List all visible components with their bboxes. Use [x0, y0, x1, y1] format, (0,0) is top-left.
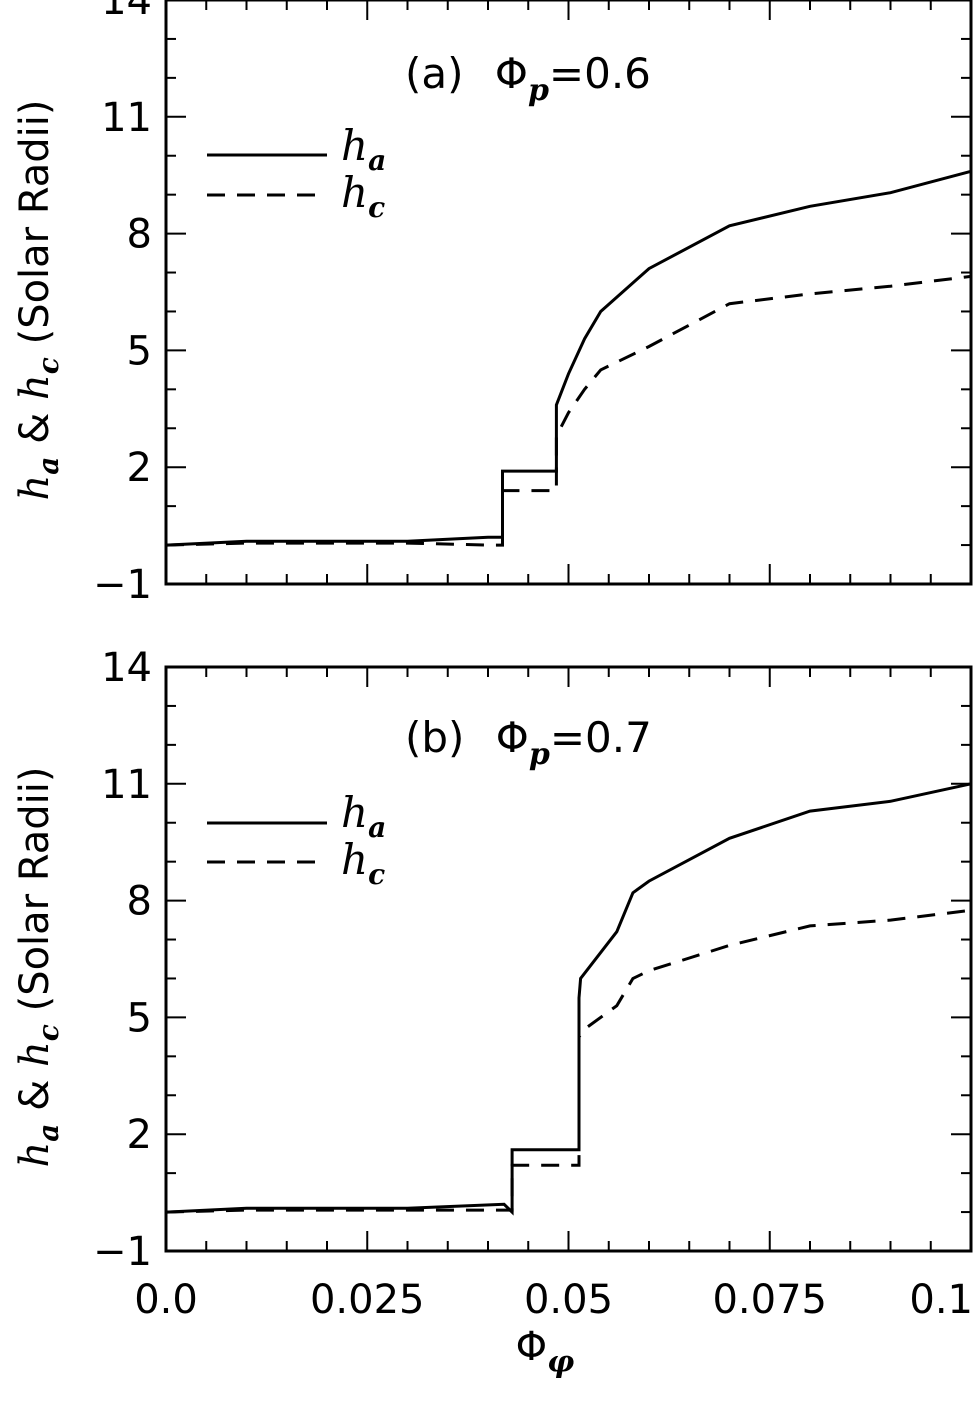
legend: ha hc	[207, 121, 386, 224]
y-ticks: −1 2 5 8 11 14	[93, 0, 971, 608]
title-subscript: p	[529, 737, 550, 772]
panel-title: (b) Φp=0.7	[405, 713, 652, 772]
y-tick-label: 2	[127, 1112, 152, 1158]
legend: ha hc	[207, 788, 386, 891]
panel-title: (a) Φp=0.6	[405, 49, 651, 108]
x-tick-label: 0.025	[310, 1277, 425, 1323]
panel-b: −1 2 5 8 11 14 0.0 0.025 0.05 0.075 0.1 (b) Φp=0.…	[12, 645, 973, 1380]
y-axis-label: ha & hc (Solar Radii)	[12, 767, 65, 1168]
x-tick-label: 0.05	[524, 1277, 613, 1323]
panel-label: (a)	[405, 49, 464, 98]
panel-a: −1 2 5 8 11 14 (a) Φp=0.6 ha hc ha & hc (Sola…	[12, 0, 973, 608]
y-tick-label: 5	[127, 328, 152, 374]
y-tick-label: 14	[101, 645, 152, 691]
series-ha-line	[165, 782, 972, 1216]
y-ticks: −1 2 5 8 11 14	[93, 645, 971, 1275]
legend-label-ha: ha	[341, 788, 386, 844]
series-hc-line	[165, 908, 972, 1214]
y-tick-label: 8	[127, 212, 152, 258]
series-group	[165, 782, 972, 1216]
title-symbol: Φ	[496, 713, 529, 762]
x-ticks: 0.0 0.025 0.05 0.075 0.1	[134, 667, 973, 1323]
title-value: =0.6	[549, 49, 651, 98]
y-axis-label: ha & hc (Solar Radii)	[12, 100, 65, 501]
y-tick-label: 14	[101, 0, 152, 24]
y-tick-label: 5	[127, 995, 152, 1041]
y-tick-label: −1	[93, 1229, 152, 1275]
panel-label: (b)	[405, 713, 464, 762]
title-subscript: p	[528, 73, 549, 108]
legend-label-hc: hc	[341, 835, 385, 891]
series-group	[165, 169, 972, 547]
x-tick-label: 0.075	[712, 1277, 827, 1323]
y-tick-label: 11	[101, 762, 152, 808]
title-symbol: Φ	[495, 49, 528, 98]
x-axis-label: Φφ	[516, 1324, 575, 1380]
x-ticks	[165, 0, 972, 584]
y-tick-label: 8	[127, 879, 152, 925]
y-tick-label: 2	[127, 445, 152, 491]
y-tick-label: −1	[93, 562, 152, 608]
series-hc-line	[165, 274, 972, 547]
x-tick-label: 0.0	[134, 1277, 198, 1323]
series-ha-line	[165, 169, 972, 547]
x-tick-label: 0.1	[909, 1277, 973, 1323]
y-tick-label: 11	[101, 95, 152, 141]
title-value: =0.7	[550, 713, 652, 762]
legend-label-ha: ha	[341, 121, 386, 177]
legend-label-hc: hc	[341, 168, 385, 224]
